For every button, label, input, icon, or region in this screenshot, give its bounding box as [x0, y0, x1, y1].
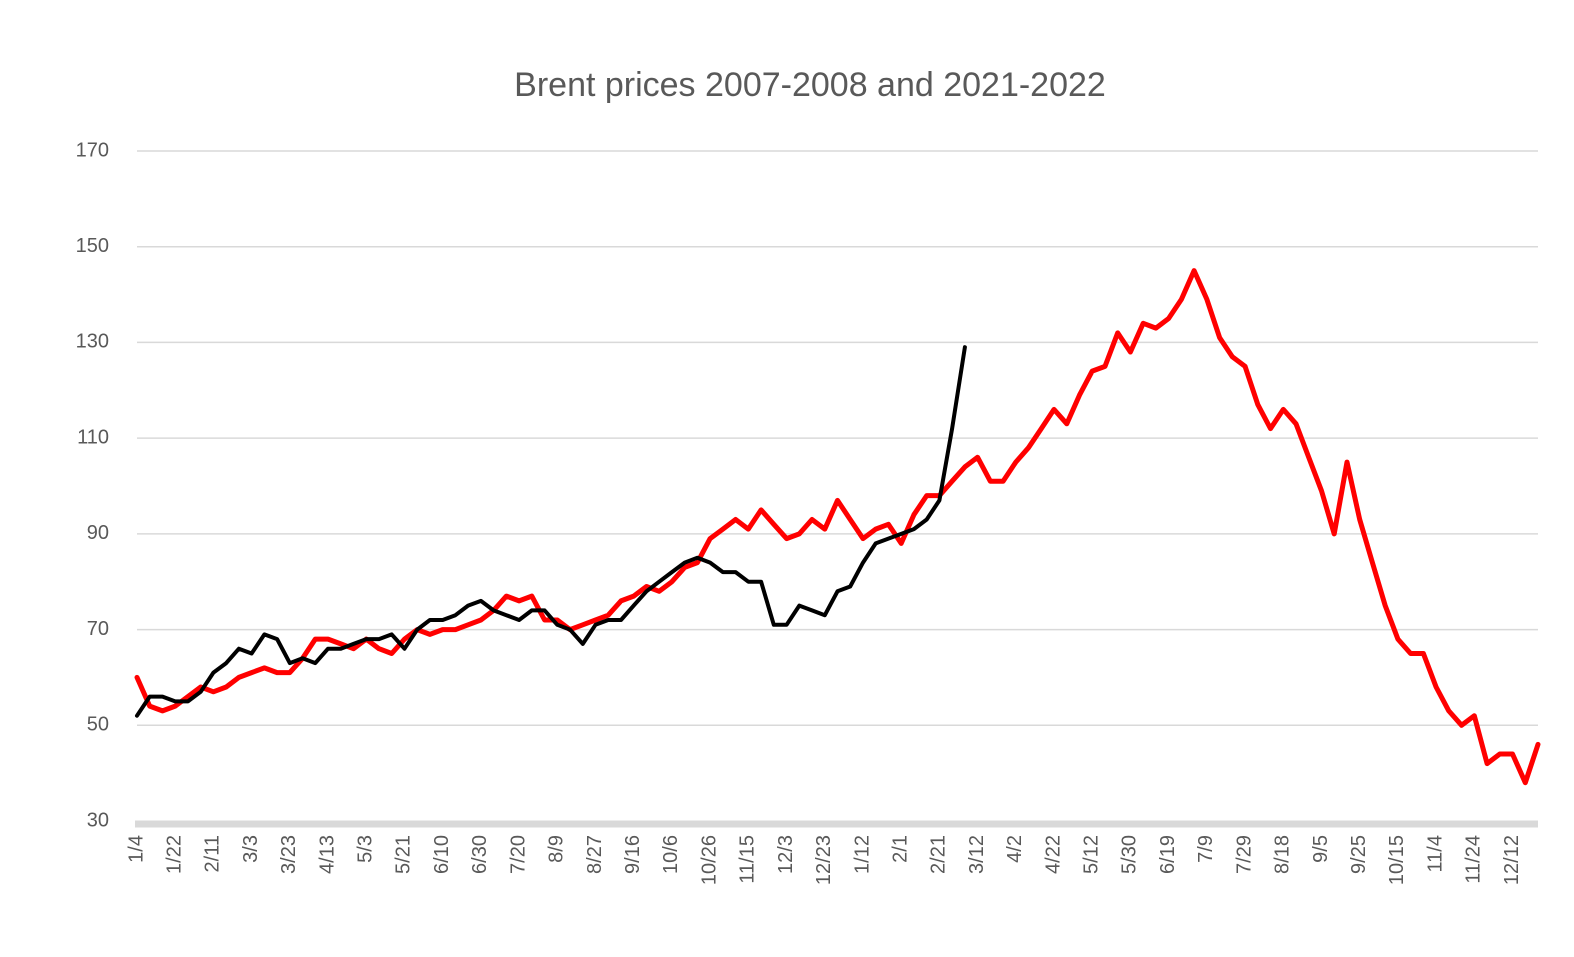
x-tick-label: 8/27 — [584, 835, 606, 874]
x-tick-label: 1/22 — [163, 835, 185, 874]
x-tick-label: 7/29 — [1233, 835, 1255, 874]
x-tick-label: 9/25 — [1348, 835, 1370, 874]
x-tick-label: 3/23 — [278, 835, 300, 874]
y-tick-label: 110 — [77, 426, 109, 448]
x-tick-label: 10/15 — [1386, 835, 1408, 885]
x-tick-label: 8/18 — [1272, 835, 1294, 874]
x-tick-label: 10/6 — [660, 835, 682, 874]
x-tick-label: 10/26 — [698, 835, 720, 885]
y-tick-label: 30 — [87, 809, 109, 831]
chart-title: Brent prices 2007-2008 and 2021-2022 — [514, 66, 1106, 104]
series-line — [135, 345, 967, 718]
x-tick-label: 9/5 — [1310, 835, 1332, 863]
x-tick-label: 5/21 — [393, 835, 415, 874]
x-tick-label: 12/23 — [813, 835, 835, 885]
x-tick-label: 4/13 — [316, 835, 338, 874]
x-tick-label: 4/2 — [1004, 835, 1026, 863]
x-tick-label: 2/1 — [889, 835, 911, 863]
x-tick-label: 3/12 — [966, 835, 988, 874]
x-tick-label: 11/4 — [1424, 835, 1446, 872]
y-tick-label: 70 — [87, 618, 109, 640]
x-tick-label: 5/3 — [355, 835, 377, 863]
x-tick-label: 7/9 — [1195, 835, 1217, 863]
x-tick-label: 4/22 — [1042, 835, 1064, 874]
x-tick-label: 5/12 — [1081, 835, 1103, 874]
x-tick-label: 6/30 — [469, 835, 491, 874]
x-tick-label: 1/4 — [125, 835, 147, 863]
y-tick-label: 130 — [76, 331, 109, 353]
x-tick-label: 3/3 — [240, 835, 262, 863]
x-tick-label: 2/21 — [928, 835, 950, 874]
x-tick-label: 11/15 — [737, 835, 759, 884]
x-tick-label: 1/12 — [851, 835, 873, 874]
x-tick-label: 7/20 — [507, 835, 529, 874]
y-tick-label: 50 — [87, 714, 109, 736]
x-tick-label: 5/30 — [1119, 835, 1141, 874]
x-tick-label: 6/19 — [1157, 835, 1179, 874]
x-tick-label: 9/16 — [622, 835, 644, 874]
x-tick-label: 12/3 — [775, 835, 797, 874]
x-tick-label: 6/10 — [431, 835, 453, 874]
x-tick-label: 12/12 — [1501, 835, 1523, 885]
x-tick-label: 8/9 — [546, 835, 568, 863]
y-tick-label: 170 — [76, 139, 109, 161]
series-line — [134, 268, 1541, 786]
x-tick-label: 2/11 — [202, 835, 224, 872]
x-tick-label: 11/24 — [1463, 835, 1485, 884]
y-tick-label: 150 — [76, 235, 109, 257]
y-tick-label: 90 — [87, 522, 109, 544]
